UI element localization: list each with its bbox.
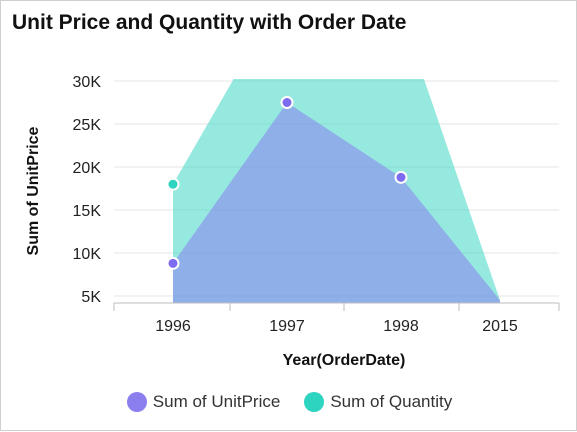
point-unitprice-1 xyxy=(280,96,294,109)
legend-label-unitprice: Sum of UnitPrice xyxy=(152,392,281,411)
legend: Sum of UnitPrice Sum of Quantity xyxy=(1,389,577,415)
data-points xyxy=(166,96,408,270)
y-axis-ticks: 5K 10K 15K 20K 25K 30K xyxy=(73,74,102,306)
x-tick-label-1: 1997 xyxy=(269,318,305,335)
y-tick-label-4: 25K xyxy=(73,117,102,134)
x-tick-label-0: 1996 xyxy=(155,318,191,335)
x-axis-title: Year(OrderDate) xyxy=(283,352,406,369)
x-axis: 1996 1997 1998 2015 xyxy=(113,302,560,335)
point-unitprice-0 xyxy=(166,256,180,270)
chart-title: Unit Price and Quantity with Order Date xyxy=(12,11,407,34)
legend-item-quantity[interactable]: Sum of Quantity xyxy=(304,392,452,412)
y-tick-label-5: 30K xyxy=(73,74,102,91)
x-tick-label-3: 2015 xyxy=(482,318,518,335)
legend-item-unitprice[interactable]: Sum of UnitPrice xyxy=(126,392,281,412)
legend-swatch-unitprice xyxy=(126,392,147,412)
y-tick-label-2: 15K xyxy=(73,203,102,220)
series-areas xyxy=(173,79,500,303)
area-unitprice xyxy=(173,102,500,303)
y-tick-label-1: 10K xyxy=(73,246,102,263)
x-tick-label-2: 1998 xyxy=(383,318,419,335)
y-tick-label-3: 20K xyxy=(73,160,102,177)
point-unitprice-2 xyxy=(394,170,408,184)
point-quantity-0 xyxy=(166,177,180,191)
legend-label-quantity: Sum of Quantity xyxy=(330,392,453,411)
y-tick-label-0: 5K xyxy=(81,289,101,306)
y-axis-title: Sum of UnitPrice xyxy=(25,126,42,255)
legend-swatch-quantity xyxy=(304,392,325,412)
